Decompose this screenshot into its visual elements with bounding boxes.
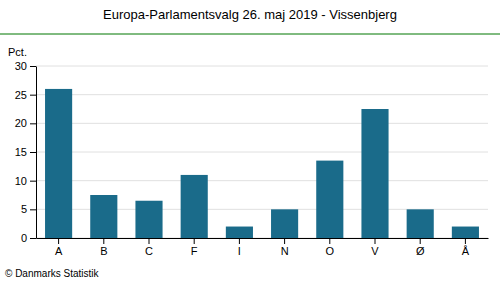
x-tick-label: C — [145, 245, 153, 257]
grid-line — [36, 123, 488, 124]
y-tick: 0 — [21, 232, 36, 244]
y-tick: 5 — [21, 203, 36, 215]
x-tick-label: I — [238, 245, 241, 257]
footer: © Danmarks Statistik — [5, 268, 100, 279]
x-tick-mark — [194, 238, 195, 244]
y-tick: 30 — [15, 60, 36, 72]
marks — [45, 89, 479, 238]
y-axis: 0 5 10 15 20 25 30 — [15, 60, 37, 244]
bar — [407, 209, 434, 238]
y-tick: 25 — [15, 89, 36, 101]
y-tick-mark — [30, 181, 36, 182]
x-tick-label: A — [55, 245, 63, 257]
x-axis: ABCFINOVØÅ — [37, 238, 489, 257]
bar — [316, 161, 343, 238]
bar — [90, 195, 117, 238]
grid-line — [36, 152, 488, 153]
x-tick-label: V — [371, 245, 379, 257]
x-tick: V — [371, 238, 379, 257]
x-tick-mark — [103, 238, 104, 244]
x-tick-mark — [329, 238, 330, 244]
y-tick-label: 25 — [15, 89, 27, 101]
bar — [361, 109, 388, 238]
x-tick: C — [145, 238, 153, 257]
y-label: Pct. — [8, 46, 27, 58]
grid-line — [36, 94, 488, 95]
x-tick: B — [100, 238, 107, 257]
grid-line — [36, 180, 488, 181]
x-tick: Ø — [416, 238, 425, 257]
title: Europa-Parlamentsvalg 26. maj 2019 - Vis… — [103, 7, 397, 22]
x-tick-label: Å — [462, 245, 470, 257]
x-tick: I — [238, 238, 241, 257]
y-axis-line — [36, 67, 37, 239]
chart-svg: Europa-Parlamentsvalg 26. maj 2019 - Vis… — [0, 0, 500, 282]
y-tick-mark — [30, 123, 36, 124]
x-tick: A — [55, 238, 63, 257]
y-tick-mark — [30, 95, 36, 96]
plot: 0 5 10 15 20 25 30 A B C F I N O V Ø Å — [15, 60, 489, 257]
x-tick: O — [326, 238, 335, 257]
x-tick-label: F — [191, 245, 198, 257]
x-tick-mark — [465, 238, 466, 244]
x-tick-label: Ø — [416, 245, 425, 257]
x-tick-mark — [375, 238, 376, 244]
y-tick-label: 10 — [15, 175, 27, 187]
bar — [226, 227, 253, 238]
x-tick: N — [281, 238, 289, 257]
title-rule — [0, 34, 500, 35]
grid-line — [36, 66, 488, 67]
bar — [271, 209, 298, 238]
x-tick-mark — [58, 238, 59, 244]
x-tick-mark — [284, 238, 285, 244]
x-tick-mark — [420, 238, 421, 244]
y-tick-mark — [30, 66, 36, 67]
x-tick-mark — [239, 238, 240, 244]
y-tick-mark — [30, 238, 36, 239]
y-tick-mark — [30, 152, 36, 153]
y-tick-label: 30 — [15, 60, 27, 72]
bar — [135, 201, 162, 238]
y-tick-label: 15 — [15, 146, 27, 158]
x-tick-label: B — [100, 245, 107, 257]
x-tick-label: O — [326, 245, 335, 257]
grid — [36, 66, 488, 238]
y-tick: 10 — [15, 175, 36, 187]
x-tick: F — [191, 238, 198, 257]
y-tick: 20 — [15, 117, 36, 129]
y-tick-label: 5 — [21, 203, 27, 215]
x-tick: Å — [462, 238, 470, 257]
y-tick: 15 — [15, 146, 36, 158]
y-tick-label: 20 — [15, 117, 27, 129]
bar — [452, 227, 479, 238]
x-tick-mark — [149, 238, 150, 244]
bar — [181, 175, 208, 238]
bar — [45, 89, 72, 238]
y-tick-label: 0 — [21, 232, 27, 244]
x-tick-label: N — [281, 245, 289, 257]
y-tick-mark — [30, 209, 36, 210]
